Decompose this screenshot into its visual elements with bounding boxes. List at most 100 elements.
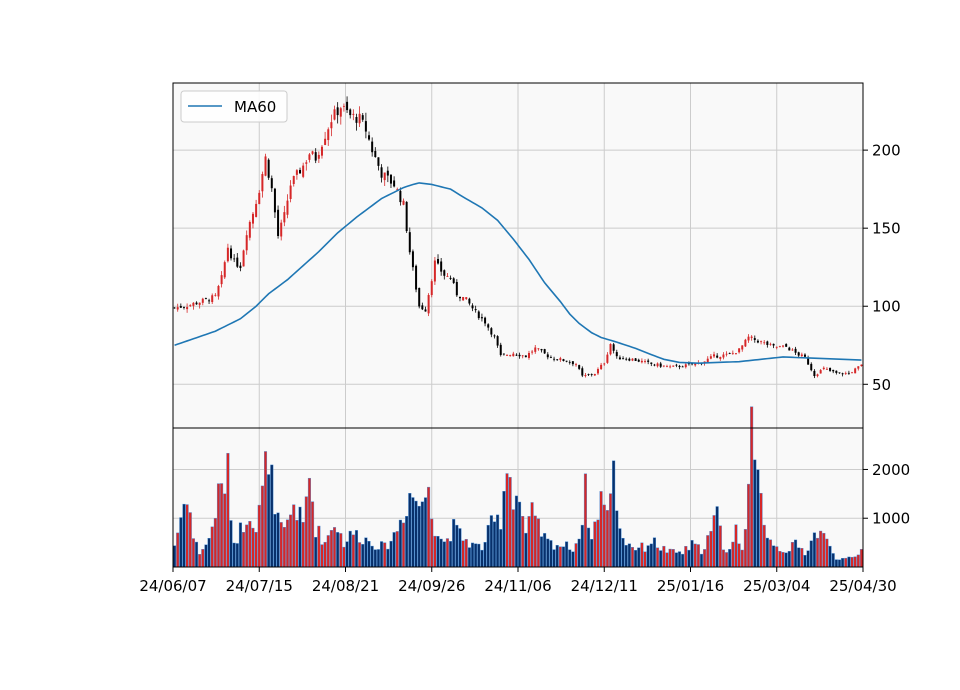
volume-bar [728, 549, 732, 568]
candle-body [835, 370, 838, 373]
candle-body [854, 368, 857, 374]
volume-bar [605, 510, 609, 568]
volume-bar [656, 547, 660, 568]
candle-body [584, 375, 587, 377]
candle-body [769, 343, 772, 345]
candle-body [622, 358, 625, 360]
candle-body [327, 129, 330, 141]
candle-body [600, 364, 603, 370]
candle-body [411, 251, 414, 268]
candle-body [665, 366, 668, 368]
volume-bar [652, 537, 656, 568]
volume-bar [373, 549, 377, 568]
volume-bar [395, 531, 399, 568]
candle-body [825, 368, 828, 370]
candle-body [678, 365, 681, 368]
x-tick-label: 25/03/04 [743, 577, 810, 595]
candle-body [662, 365, 665, 367]
candle-body [427, 295, 430, 314]
candle-body [537, 348, 540, 350]
candle-body [782, 345, 785, 347]
volume-bar [853, 556, 857, 568]
candle-body [408, 232, 411, 253]
volume-bar [859, 549, 863, 568]
candle-body [760, 341, 763, 343]
volume-bars [173, 406, 863, 568]
volume-bar [342, 546, 346, 568]
candle-body [681, 366, 684, 368]
volume-bar [198, 554, 202, 568]
candle-body [361, 115, 364, 120]
volume-bar [646, 545, 650, 568]
volume-bar [703, 549, 707, 568]
candle-body [763, 342, 766, 344]
volume-bar [367, 541, 371, 568]
candle-body [738, 348, 741, 353]
volume-bar [740, 549, 744, 568]
volume-bar [376, 549, 380, 568]
price-panel: 50 100 150 200 MA60 [172, 82, 901, 429]
candle-body [838, 372, 841, 374]
volume-bar [449, 541, 453, 568]
candle-body [220, 275, 223, 285]
price-tick-label: 150 [872, 220, 901, 238]
candle-body [603, 363, 606, 365]
candle-body [713, 354, 716, 357]
volume-bar [725, 552, 729, 568]
candle-body [493, 335, 496, 337]
volume-bar [543, 533, 547, 568]
candle-body [396, 189, 399, 191]
volume-bar [370, 545, 374, 568]
volume-bar [461, 540, 465, 568]
candle-body [813, 370, 816, 377]
candle-body [333, 109, 336, 120]
candle-body [389, 174, 392, 184]
candle-body [606, 354, 609, 363]
volume-bar [856, 554, 860, 568]
candlesticks [173, 96, 863, 379]
volume-bar [201, 549, 205, 568]
volume-bar [380, 541, 384, 568]
volume-bar [242, 532, 246, 568]
candle-body [455, 281, 458, 296]
candle-body [267, 159, 270, 178]
volume-bar [561, 546, 565, 568]
candle-body [540, 349, 543, 351]
legend: MA60 [180, 90, 288, 123]
candle-body [239, 265, 242, 269]
volume-bar [571, 551, 575, 568]
candle-body [587, 374, 590, 375]
candle-body [571, 361, 574, 365]
volume-bar [273, 514, 277, 568]
candle-body [273, 188, 276, 213]
candle-body [251, 213, 254, 224]
candle-body [317, 154, 320, 159]
volume-bar [621, 537, 625, 568]
price-tick-label: 100 [872, 298, 901, 316]
candle-body [383, 172, 386, 181]
candle-body [794, 348, 797, 353]
candle-body [446, 275, 449, 277]
volume-bar [264, 451, 268, 568]
volume-bar [637, 547, 641, 568]
volume-bar [527, 516, 531, 568]
volume-bar [546, 538, 550, 568]
volume-bar [411, 497, 415, 568]
candle-body [443, 270, 446, 276]
candle-body [230, 248, 233, 259]
volume-bar [436, 536, 440, 568]
candle-body [728, 353, 731, 354]
candle-body [515, 354, 518, 356]
candle-body [609, 344, 612, 355]
volume-bar [794, 539, 798, 568]
candle-body [797, 352, 800, 356]
candle-body [731, 352, 734, 354]
volume-bar [220, 483, 224, 568]
candle-body [458, 296, 461, 299]
candle-body [847, 372, 850, 374]
candle-body [772, 343, 775, 346]
volume-bar [809, 540, 813, 568]
candle-body [377, 157, 380, 166]
volume-bar [709, 531, 713, 568]
